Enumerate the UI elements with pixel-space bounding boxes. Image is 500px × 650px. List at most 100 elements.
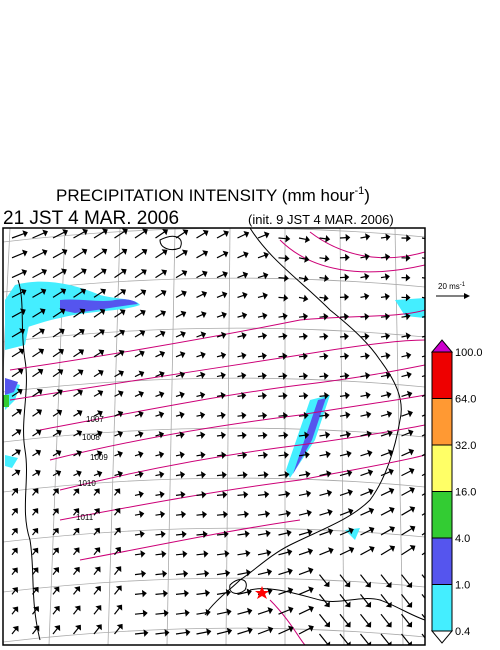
- wind-vector: [155, 413, 161, 417]
- wind-vector: [93, 372, 101, 378]
- wind-arrowhead: [182, 550, 188, 558]
- wind-vector: [32, 608, 37, 615]
- wind-arrowhead: [11, 508, 18, 514]
- wind-vector: [339, 414, 347, 417]
- wind-arrowhead: [205, 608, 211, 617]
- wind-vector: [11, 471, 18, 477]
- wind-vector: [237, 610, 249, 615]
- wind-vector: [421, 355, 425, 358]
- wind-vector: [11, 589, 16, 595]
- wind-arrowhead: [303, 411, 309, 420]
- wind-vector: [421, 414, 425, 417]
- wind-arrowhead: [265, 529, 271, 538]
- wind-arrowhead: [56, 409, 63, 416]
- wind-arrowhead: [98, 349, 105, 356]
- wind-vector: [155, 333, 163, 338]
- wind-arrowhead: [140, 289, 147, 296]
- wind-arrowhead: [365, 372, 371, 380]
- wind-vector: [114, 626, 121, 635]
- wind-arrowhead: [160, 510, 166, 519]
- wind-vector: [11, 232, 25, 239]
- wind-arrowhead: [324, 274, 330, 283]
- wind-arrowhead: [12, 587, 18, 593]
- wind-vector: [421, 492, 425, 496]
- wind-vector: [401, 613, 410, 625]
- wind-arrowhead: [22, 230, 28, 238]
- wind-vector: [216, 454, 223, 457]
- legend-swatch: [431, 537, 453, 585]
- reference-arrowhead: [464, 293, 470, 299]
- wind-vector: [52, 351, 62, 358]
- wind-vector: [114, 413, 120, 417]
- wind-vector: [52, 231, 65, 239]
- wind-arrowhead: [32, 527, 39, 534]
- wind-arrowhead: [53, 567, 60, 574]
- wind-vector: [93, 351, 102, 358]
- wind-vector: [298, 608, 311, 615]
- wind-arrowhead: [303, 392, 309, 400]
- wind-arrowhead: [326, 489, 333, 497]
- wind-vector: [11, 330, 22, 338]
- color-legend: 100.0 64.0 32.0 16.0 4.0 1.0 0.4: [430, 339, 483, 644]
- wind-vector: [278, 493, 287, 496]
- wind-vector: [175, 494, 182, 496]
- wind-vector: [278, 609, 291, 615]
- wind-vector: [32, 411, 40, 417]
- wind-arrowhead: [79, 308, 86, 315]
- wind-vector: [114, 549, 119, 556]
- wind-arrowhead: [346, 450, 352, 458]
- wind-arrowhead: [344, 581, 351, 588]
- wind-vector: [155, 612, 165, 615]
- wind-vector: [257, 434, 264, 437]
- wind-arrowhead: [73, 508, 80, 515]
- wind-vector: [196, 252, 205, 259]
- wind-vector: [93, 607, 100, 615]
- wind-arrowhead: [160, 310, 166, 317]
- wind-arrowhead: [286, 529, 292, 537]
- wind-vector: [216, 414, 223, 417]
- wind-arrowhead: [141, 589, 147, 598]
- wind-vector: [278, 355, 284, 358]
- wind-vector: [155, 292, 164, 298]
- wind-arrowhead: [118, 370, 124, 377]
- wind-vector: [114, 331, 122, 338]
- wind-vector: [360, 491, 371, 496]
- wind-arrowhead: [364, 273, 370, 281]
- wind-vector: [380, 451, 390, 457]
- wind-arrowhead: [78, 328, 85, 336]
- wind-vector: [175, 513, 183, 516]
- wind-vector: [93, 290, 104, 298]
- wind-arrowhead: [52, 527, 59, 534]
- wind-arrowhead: [287, 625, 294, 633]
- wind-arrowhead: [406, 581, 413, 588]
- wind-vector: [401, 315, 407, 318]
- wind-arrowhead: [306, 509, 312, 517]
- legend-swatch: [431, 351, 453, 399]
- wind-arrowhead: [327, 508, 333, 517]
- wind-arrowhead: [184, 589, 189, 598]
- wind-arrowhead: [138, 390, 144, 398]
- wind-arrowhead: [222, 271, 228, 278]
- wind-vector: [237, 355, 243, 358]
- wind-arrowhead: [201, 270, 208, 278]
- wind-vector: [319, 355, 325, 358]
- wind-vector: [319, 511, 330, 516]
- wind-vector: [278, 551, 289, 556]
- wind-arrowhead: [307, 567, 314, 575]
- wind-arrowhead: [326, 470, 332, 478]
- wind-vector: [278, 570, 290, 576]
- wind-arrowhead: [12, 606, 19, 613]
- wind-vectors: [11, 228, 425, 645]
- wind-arrowhead: [82, 228, 88, 236]
- wind-arrowhead: [384, 312, 390, 321]
- wind-vector: [298, 512, 309, 516]
- wind-arrowhead: [261, 332, 268, 340]
- wind-vector: [237, 572, 248, 576]
- wind-arrowhead: [200, 351, 206, 359]
- wind-arrowhead: [78, 349, 85, 356]
- wind-vector: [114, 473, 120, 477]
- wind-arrowhead: [158, 431, 165, 439]
- wind-arrowhead: [221, 311, 227, 319]
- reference-sup: -1: [460, 282, 466, 288]
- wind-vector: [298, 589, 311, 595]
